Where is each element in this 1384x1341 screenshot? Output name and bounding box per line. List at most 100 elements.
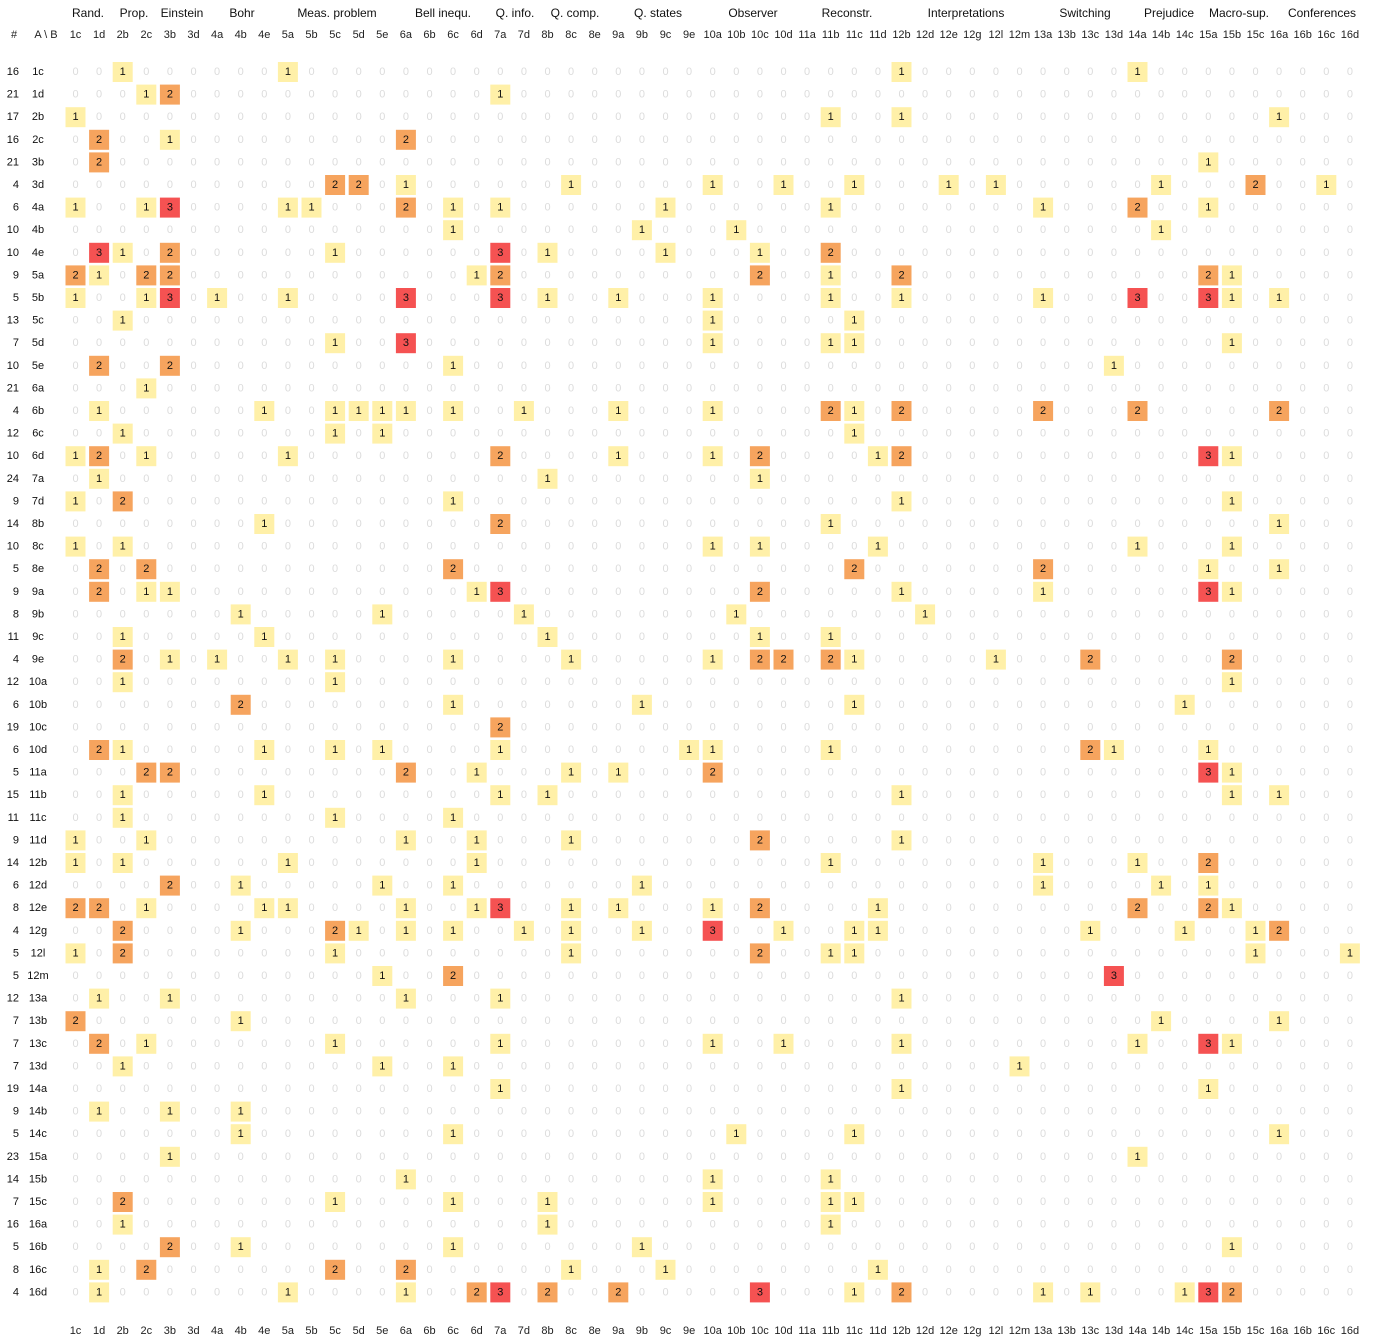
heatmap-cell: [443, 966, 464, 986]
cell-value-zero: 0: [1016, 1106, 1022, 1118]
cell-value-zero: 0: [403, 1015, 409, 1027]
column-label-top: 6a: [400, 29, 413, 41]
cell-value-zero: 0: [804, 1060, 810, 1072]
cell-value-zero: 0: [190, 337, 196, 349]
heatmap-cell: [844, 1282, 865, 1303]
cell-value-zero: 0: [1016, 1173, 1022, 1185]
heatmap-cell: [513, 401, 534, 421]
cell-value: 2: [757, 269, 763, 281]
cell-value-zero: 0: [922, 993, 928, 1005]
heatmap-cell: [702, 446, 723, 467]
cell-value-zero: 0: [1064, 902, 1070, 914]
cell-value-zero: 0: [851, 382, 857, 394]
cell-value-zero: 0: [615, 993, 621, 1005]
cell-value-zero: 0: [426, 134, 432, 146]
cell-value-zero: 0: [1087, 360, 1093, 372]
cell-value-zero: 0: [238, 382, 244, 394]
group-label: Switching: [1059, 6, 1110, 20]
cell-value-zero: 0: [733, 1106, 739, 1118]
heatmap-cell: [490, 785, 511, 806]
cell-value-zero: 0: [308, 925, 314, 937]
cell-value-zero: 0: [238, 405, 244, 417]
cell-value-zero: 0: [356, 676, 362, 688]
cell-value-zero: 0: [1158, 857, 1164, 869]
column-label-top: 1c: [70, 29, 82, 41]
cell-value-zero: 0: [1016, 993, 1022, 1005]
cell-value: 1: [403, 1286, 409, 1298]
cell-value-zero: 0: [780, 970, 786, 982]
cell-value-zero: 0: [639, 202, 645, 214]
cell-value-zero: 0: [450, 744, 456, 756]
cell-value-zero: 0: [851, 66, 857, 78]
cell-value: 1: [1158, 1015, 1164, 1027]
cell-value-zero: 0: [780, 315, 786, 327]
cell-value-zero: 0: [828, 450, 834, 462]
cell-value-zero: 0: [1252, 1060, 1258, 1072]
cell-value-zero: 0: [1276, 1038, 1282, 1050]
row-label: 2b: [32, 111, 44, 123]
heatmap-cell: [466, 265, 487, 286]
cell-value-zero: 0: [1134, 880, 1140, 892]
cell-value-zero: 0: [214, 269, 220, 281]
cell-value-zero: 0: [190, 1083, 196, 1095]
cell-value-zero: 0: [190, 1015, 196, 1027]
cell-value-zero: 0: [592, 1060, 598, 1072]
cell-value-zero: 0: [1252, 111, 1258, 123]
cell-value-zero: 0: [1300, 789, 1306, 801]
heatmap-cell: [89, 129, 110, 150]
cell-value: 1: [143, 202, 149, 214]
cell-value-zero: 0: [356, 563, 362, 575]
row-label: 11d: [29, 834, 47, 846]
cell-value-zero: 0: [379, 224, 385, 236]
cell-value-zero: 0: [190, 1264, 196, 1276]
cell-value-zero: 0: [1300, 134, 1306, 146]
row-label: 13c: [29, 1038, 47, 1050]
cell-value-zero: 0: [592, 608, 598, 620]
cell-value-zero: 0: [521, 767, 527, 779]
cell-value: 1: [72, 495, 78, 507]
cell-value-zero: 0: [1158, 518, 1164, 530]
cell-value-zero: 0: [686, 880, 692, 892]
cell-value-zero: 0: [993, 789, 999, 801]
cell-value-zero: 0: [1205, 1219, 1211, 1231]
cell-value-zero: 0: [1134, 631, 1140, 643]
cell-value-zero: 0: [922, 1106, 928, 1118]
cell-value-zero: 0: [238, 902, 244, 914]
cell-value-zero: 0: [1016, 789, 1022, 801]
cell-value-zero: 0: [521, 1173, 527, 1185]
column-label-top: 5c: [329, 29, 341, 41]
cell-value-zero: 0: [1087, 1015, 1093, 1027]
cell-value-zero: 0: [686, 1286, 692, 1298]
cell-value-zero: 0: [143, 857, 149, 869]
cell-value-zero: 0: [898, 812, 904, 824]
cell-value-zero: 0: [1064, 1151, 1070, 1163]
cell-value-zero: 0: [332, 1219, 338, 1231]
cell-value-zero: 0: [1252, 382, 1258, 394]
cell-value-zero: 0: [1347, 1196, 1353, 1208]
cell-value-zero: 0: [1205, 224, 1211, 236]
cell-value: 2: [497, 450, 503, 462]
cell-value-zero: 0: [757, 518, 763, 530]
cell-value-zero: 0: [238, 654, 244, 666]
cell-value: 1: [72, 834, 78, 846]
row-count: 21: [7, 89, 19, 101]
cell-value-zero: 0: [1323, 654, 1329, 666]
cell-value-zero: 0: [544, 654, 550, 666]
cell-value-zero: 0: [426, 970, 432, 982]
cell-value-zero: 0: [120, 993, 126, 1005]
group-label: Observer: [728, 6, 777, 20]
cell-value-zero: 0: [851, 269, 857, 281]
cell-value: 1: [143, 450, 149, 462]
cell-value-zero: 0: [379, 857, 385, 869]
group-label: Q. states: [634, 6, 682, 20]
cell-value: 1: [238, 925, 244, 937]
cell-value: 1: [757, 247, 763, 259]
cell-value-zero: 0: [639, 337, 645, 349]
cell-value-zero: 0: [379, 1151, 385, 1163]
cell-value-zero: 0: [1040, 925, 1046, 937]
column-label-top: 16b: [1294, 29, 1312, 41]
cell-value-zero: 0: [120, 1286, 126, 1298]
cell-value-zero: 0: [1205, 676, 1211, 688]
cell-value: 2: [72, 902, 78, 914]
cell-value-zero: 0: [1229, 156, 1235, 168]
